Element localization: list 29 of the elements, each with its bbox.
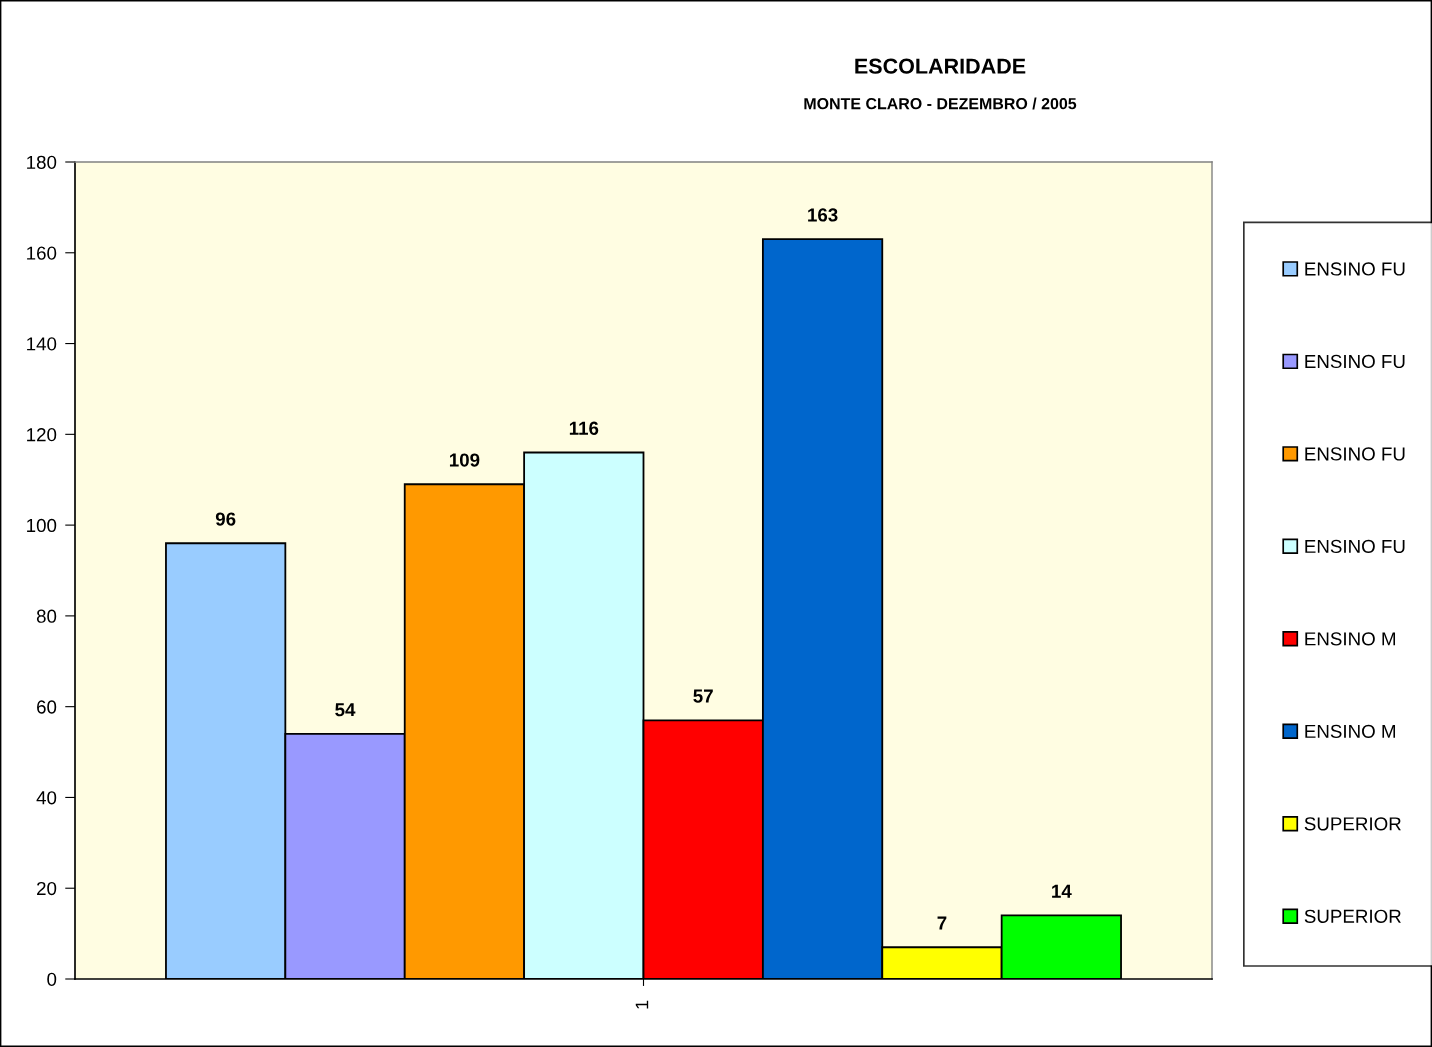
y-tick-label: 140: [27, 337, 57, 351]
y-tick-label: 160: [27, 246, 57, 260]
legend-label: ENSINO FU: [1305, 447, 1405, 461]
legend-label: ENSINO FU: [1305, 262, 1405, 276]
data-label: 116: [569, 421, 599, 435]
y-tick-label: 0: [47, 972, 57, 986]
legend-label: ENSINO M: [1305, 632, 1396, 646]
y-tick-label: 100: [27, 518, 57, 533]
data-label: 54: [335, 703, 356, 717]
x-tick-label: 1: [635, 1000, 649, 1009]
y-tick-label: 80: [36, 609, 57, 623]
y-tick-label: 40: [36, 791, 57, 805]
legend-label: SUPERIOR: [1304, 817, 1401, 831]
data-label: 163: [808, 208, 838, 222]
legend-label: ENSINO FU: [1305, 539, 1405, 554]
chart-subtitle: MONTE CLARO - DEZEMBRO / 2005: [804, 97, 1077, 110]
y-tick-label: 60: [37, 700, 57, 714]
y-tick-label: 180: [27, 155, 57, 169]
data-label: 14: [1052, 884, 1072, 898]
data-label: 57: [693, 689, 713, 703]
y-tick-label: 20: [37, 881, 57, 896]
legend-label: SUPERIOR: [1304, 909, 1401, 923]
data-label: 109: [449, 453, 480, 467]
legend-label: ENSINO M: [1305, 724, 1396, 738]
data-label: 96: [215, 512, 236, 526]
legend-label: ENSINO FU: [1305, 354, 1405, 369]
data-label: 7: [937, 916, 947, 930]
y-tick-label: 120: [27, 428, 57, 442]
chart-title: ESCOLARIDADE: [855, 58, 1026, 74]
